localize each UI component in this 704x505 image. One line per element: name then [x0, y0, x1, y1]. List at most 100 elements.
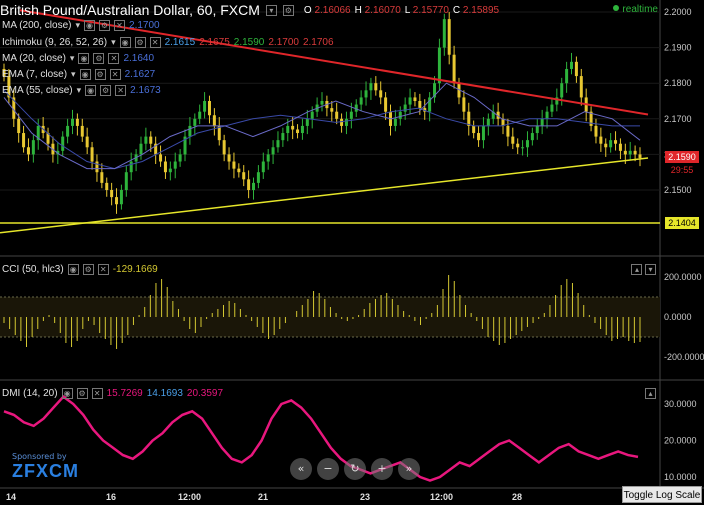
indicator-value: 2.1673	[130, 84, 161, 96]
countdown-tag: 29:55	[665, 164, 699, 176]
move-up-icon[interactable]: ▴	[631, 264, 643, 275]
candle-body	[364, 90, 368, 98]
candle-body	[349, 111, 353, 119]
move-up-icon[interactable]: ▴	[645, 388, 656, 399]
scroll-right-button[interactable]: »	[398, 458, 420, 480]
close-icon[interactable]: ✕	[97, 263, 109, 275]
candle-body	[26, 147, 30, 155]
sponsor-caption: Sponsored by	[12, 452, 67, 461]
candle-body	[85, 136, 89, 148]
candle-body	[442, 19, 446, 48]
indicator-name[interactable]: MA (20, close)	[2, 52, 66, 64]
scroll-left-button[interactable]: «	[290, 458, 312, 480]
dmi-value: 20.3597	[186, 387, 224, 399]
dmi-name[interactable]: DMI (14, 20)	[2, 387, 58, 399]
eye-icon[interactable]: ◉	[79, 68, 91, 80]
zoom-out-button[interactable]: −	[317, 458, 339, 480]
indicator-name[interactable]: MA (200, close)	[2, 19, 72, 31]
candle-body	[256, 172, 260, 183]
candle-body	[31, 140, 35, 155]
dropdown-icon[interactable]: ▾	[69, 52, 75, 63]
settings-icon[interactable]: ⚙	[100, 84, 112, 96]
candle-body	[212, 115, 216, 126]
close-icon[interactable]: ✕	[91, 387, 103, 399]
candle-body	[232, 161, 236, 169]
status-dot-icon	[613, 5, 620, 11]
candle-body	[217, 125, 221, 141]
candle-body	[183, 136, 187, 155]
ohlc-key-l: L	[404, 4, 410, 16]
close-icon[interactable]: ✕	[149, 36, 161, 48]
candle-body	[335, 111, 339, 119]
candle-body	[437, 47, 441, 84]
candle-body	[129, 161, 133, 173]
dmi-values: 15.7269 14.1693 20.3597	[107, 388, 227, 399]
settings-icon[interactable]: ⚙	[282, 4, 294, 16]
candle-body	[506, 125, 510, 137]
ma-200-line	[3, 89, 640, 170]
cci-name[interactable]: CCI (50, hlc3)	[2, 263, 64, 275]
close-icon[interactable]: ✕	[115, 84, 127, 96]
candle-body	[555, 97, 559, 105]
dropdown-icon[interactable]: ▾	[75, 19, 81, 30]
candle-body	[100, 172, 104, 183]
ohlc-value-c: 2.15895	[460, 4, 500, 16]
candle-body	[398, 111, 402, 119]
candle-body	[70, 118, 74, 126]
dmi-tick-label: 10.0000	[664, 472, 697, 482]
indicator-legend: EMA (7, close) ▾ ◉ ⚙ ✕ 2.1627	[2, 67, 155, 81]
candle-body	[403, 104, 407, 112]
symbol-dropdown-icon[interactable]: ▾	[265, 4, 277, 16]
candle-body	[638, 154, 642, 158]
ohlc-value-h: 2.16070	[361, 4, 401, 16]
toggle-log-scale-button[interactable]: Toggle Log Scale	[622, 486, 702, 503]
eye-icon[interactable]: ◉	[119, 36, 131, 48]
settings-icon[interactable]: ⚙	[134, 36, 146, 48]
ohlc-readout: O 2.16066 H 2.16070 L 2.15770 C 2.15895	[300, 5, 499, 16]
candle-body	[247, 179, 251, 190]
indicator-name[interactable]: Ichimoku (9, 26, 52, 26)	[2, 36, 108, 48]
candle-body	[408, 97, 412, 105]
current-price-tag: 2.1590	[665, 151, 699, 163]
price-tick-label: 2.1900	[664, 43, 692, 53]
settings-icon[interactable]: ⚙	[82, 263, 94, 275]
settings-icon[interactable]: ⚙	[76, 387, 88, 399]
dropdown-icon[interactable]: ▾	[71, 68, 76, 79]
candle-body	[340, 118, 344, 126]
dmi-tick-label: 30.0000	[664, 399, 697, 409]
eye-icon[interactable]: ◉	[85, 84, 97, 96]
candle-body	[271, 147, 275, 155]
sponsor-logo[interactable]: Sponsored by ZFXCM	[12, 452, 79, 482]
candle-body	[496, 111, 500, 119]
move-down-icon[interactable]: ▾	[645, 264, 656, 275]
candle-body	[486, 118, 490, 126]
time-axis-label: 14	[6, 492, 17, 502]
close-icon[interactable]: ✕	[109, 68, 121, 80]
eye-icon[interactable]: ◉	[67, 263, 79, 275]
zoom-in-button[interactable]: +	[371, 458, 393, 480]
eye-icon[interactable]: ◉	[84, 19, 96, 31]
eye-icon[interactable]: ◉	[61, 387, 73, 399]
candle-body	[618, 143, 622, 151]
close-icon[interactable]: ✕	[108, 52, 120, 64]
candle-body	[173, 161, 177, 169]
settings-icon[interactable]: ⚙	[94, 68, 106, 80]
candle-body	[300, 125, 304, 134]
indicator-name[interactable]: EMA (7, close)	[2, 68, 68, 80]
candle-body	[393, 118, 397, 126]
candle-body	[110, 190, 114, 198]
support-level-tag: 2.1404	[665, 217, 699, 229]
indicator-name[interactable]: EMA (55, close)	[2, 84, 73, 96]
settings-icon[interactable]: ⚙	[99, 19, 111, 31]
dropdown-icon[interactable]: ▾	[111, 36, 116, 47]
dropdown-icon[interactable]: ▾	[76, 84, 82, 95]
candle-body	[119, 190, 123, 205]
eye-icon[interactable]: ◉	[78, 52, 90, 64]
settings-icon[interactable]: ⚙	[93, 52, 105, 64]
reset-button[interactable]: ↻	[344, 458, 366, 480]
close-icon[interactable]: ✕	[114, 19, 126, 31]
candle-body	[296, 129, 300, 134]
chart-title[interactable]: British Pound/Australian Dollar, 60, FXC…	[0, 2, 260, 18]
